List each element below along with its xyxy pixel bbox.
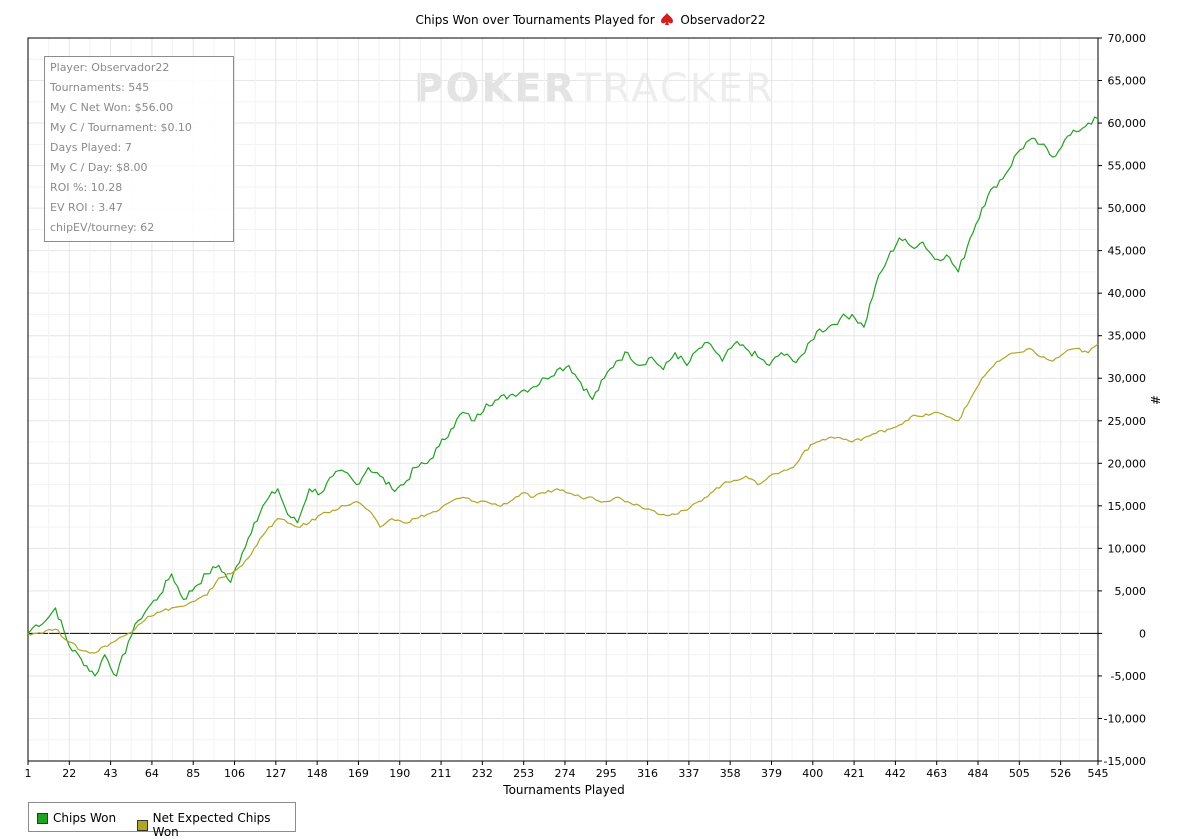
legend-item-expected: Net Expected Chips Won: [137, 811, 295, 839]
x-tick-label: 505: [1009, 767, 1030, 780]
x-tick-label: 316: [637, 767, 658, 780]
x-tick-label: 463: [926, 767, 947, 780]
y-tick-label: 30,000: [1108, 372, 1147, 385]
y-tick-label: 20,000: [1108, 457, 1147, 470]
stat-line: My C / Day: $8.00: [50, 161, 148, 174]
y-tick-label: 15,000: [1108, 500, 1147, 513]
stat-line: EV ROI : 3.47: [50, 201, 123, 214]
y-tick-label: 25,000: [1108, 415, 1147, 428]
legend-swatch-chips-won: [37, 812, 48, 824]
chart-title-player: Observador22: [680, 13, 766, 27]
x-tick-label: 358: [720, 767, 741, 780]
plot-frame: [27, 37, 1099, 762]
y-tick-label: 50,000: [1108, 202, 1147, 215]
player-stats-box: Player: Observador22 Tournaments: 545 My C…: [44, 56, 234, 242]
stat-line: Player: Observador22: [50, 61, 170, 74]
stat-line: Tournaments: 545: [50, 81, 150, 94]
x-axis-label: Tournaments Played: [503, 783, 625, 797]
x-tick-label: 211: [431, 767, 452, 780]
legend-label-chips-won: Chips Won: [53, 811, 117, 825]
x-tick-label: 127: [265, 767, 286, 780]
series-line-chips-won: [27, 116, 1099, 677]
x-tick-label: 85: [186, 767, 200, 780]
x-tick-label: 64: [145, 767, 159, 780]
y-tick-label: -15,000: [1104, 755, 1146, 768]
y-axis-label: #: [1148, 394, 1163, 406]
y-tick-label: -5,000: [1111, 670, 1146, 683]
x-tick-label: 190: [389, 767, 410, 780]
stat-line: My C Net Won: $56.00: [50, 101, 174, 114]
legend-item-chips-won: Chips Won: [37, 811, 116, 825]
x-axis-ticks: 1 22 43 64 85 106 127 148 169 190 211 232 253 274 295 3…: [25, 761, 1109, 780]
legend-swatch-expected: [137, 819, 148, 831]
y-tick-label: 55,000: [1108, 160, 1147, 173]
x-tick-label: 274: [554, 767, 575, 780]
x-tick-label: 545: [1088, 767, 1109, 780]
x-tick-label: 232: [472, 767, 493, 780]
x-tick-label: 379: [761, 767, 782, 780]
x-tick-label: 148: [307, 767, 328, 780]
y-tick-label: 0: [1139, 627, 1146, 640]
x-tick-label: 1: [25, 767, 32, 780]
y-tick-label: -10,000: [1104, 712, 1146, 725]
stat-line: My C / Tournament: $0.10: [50, 121, 192, 134]
series-line-expected: [27, 343, 1099, 654]
series-lines: [27, 116, 1099, 677]
y-tick-label: 60,000: [1108, 117, 1147, 130]
x-tick-label: 337: [678, 767, 699, 780]
stat-line: Days Played: 7: [50, 141, 132, 154]
x-tick-label: 106: [224, 767, 245, 780]
y-tick-label: 5,000: [1115, 585, 1147, 598]
x-tick-label: 484: [968, 767, 989, 780]
y-tick-label: 40,000: [1108, 287, 1147, 300]
y-tick-label: 70,000: [1108, 32, 1147, 45]
x-tick-label: 421: [844, 767, 865, 780]
x-tick-label: 22: [62, 767, 76, 780]
y-axis-ticks: -15,000 -10,000 -5,000 0 5,000 10,000 15,000 20…: [1098, 32, 1146, 768]
x-tick-label: 400: [802, 767, 823, 780]
x-tick-label: 442: [885, 767, 906, 780]
chart-title-text: Chips Won over Tournaments Played for: [415, 13, 655, 27]
y-tick-label: 35,000: [1108, 330, 1147, 343]
chart-title: Chips Won over Tournaments Played for Ob…: [0, 12, 1181, 27]
stat-line: ROI %: 10.28: [50, 181, 123, 194]
x-tick-label: 43: [104, 767, 118, 780]
stat-line: chipEV/tourney: 62: [50, 221, 155, 234]
x-tick-label: 526: [1050, 767, 1071, 780]
x-tick-label: 169: [348, 767, 369, 780]
y-tick-label: 65,000: [1108, 75, 1147, 88]
legend-label-expected: Net Expected Chips Won: [152, 811, 271, 839]
legend: Chips Won Net Expected Chips Won: [28, 802, 296, 839]
x-tick-label: 253: [513, 767, 534, 780]
y-tick-label: 45,000: [1108, 245, 1147, 258]
spade-icon: [661, 13, 674, 25]
x-tick-label: 295: [596, 767, 617, 780]
y-tick-label: 10,000: [1108, 542, 1147, 555]
